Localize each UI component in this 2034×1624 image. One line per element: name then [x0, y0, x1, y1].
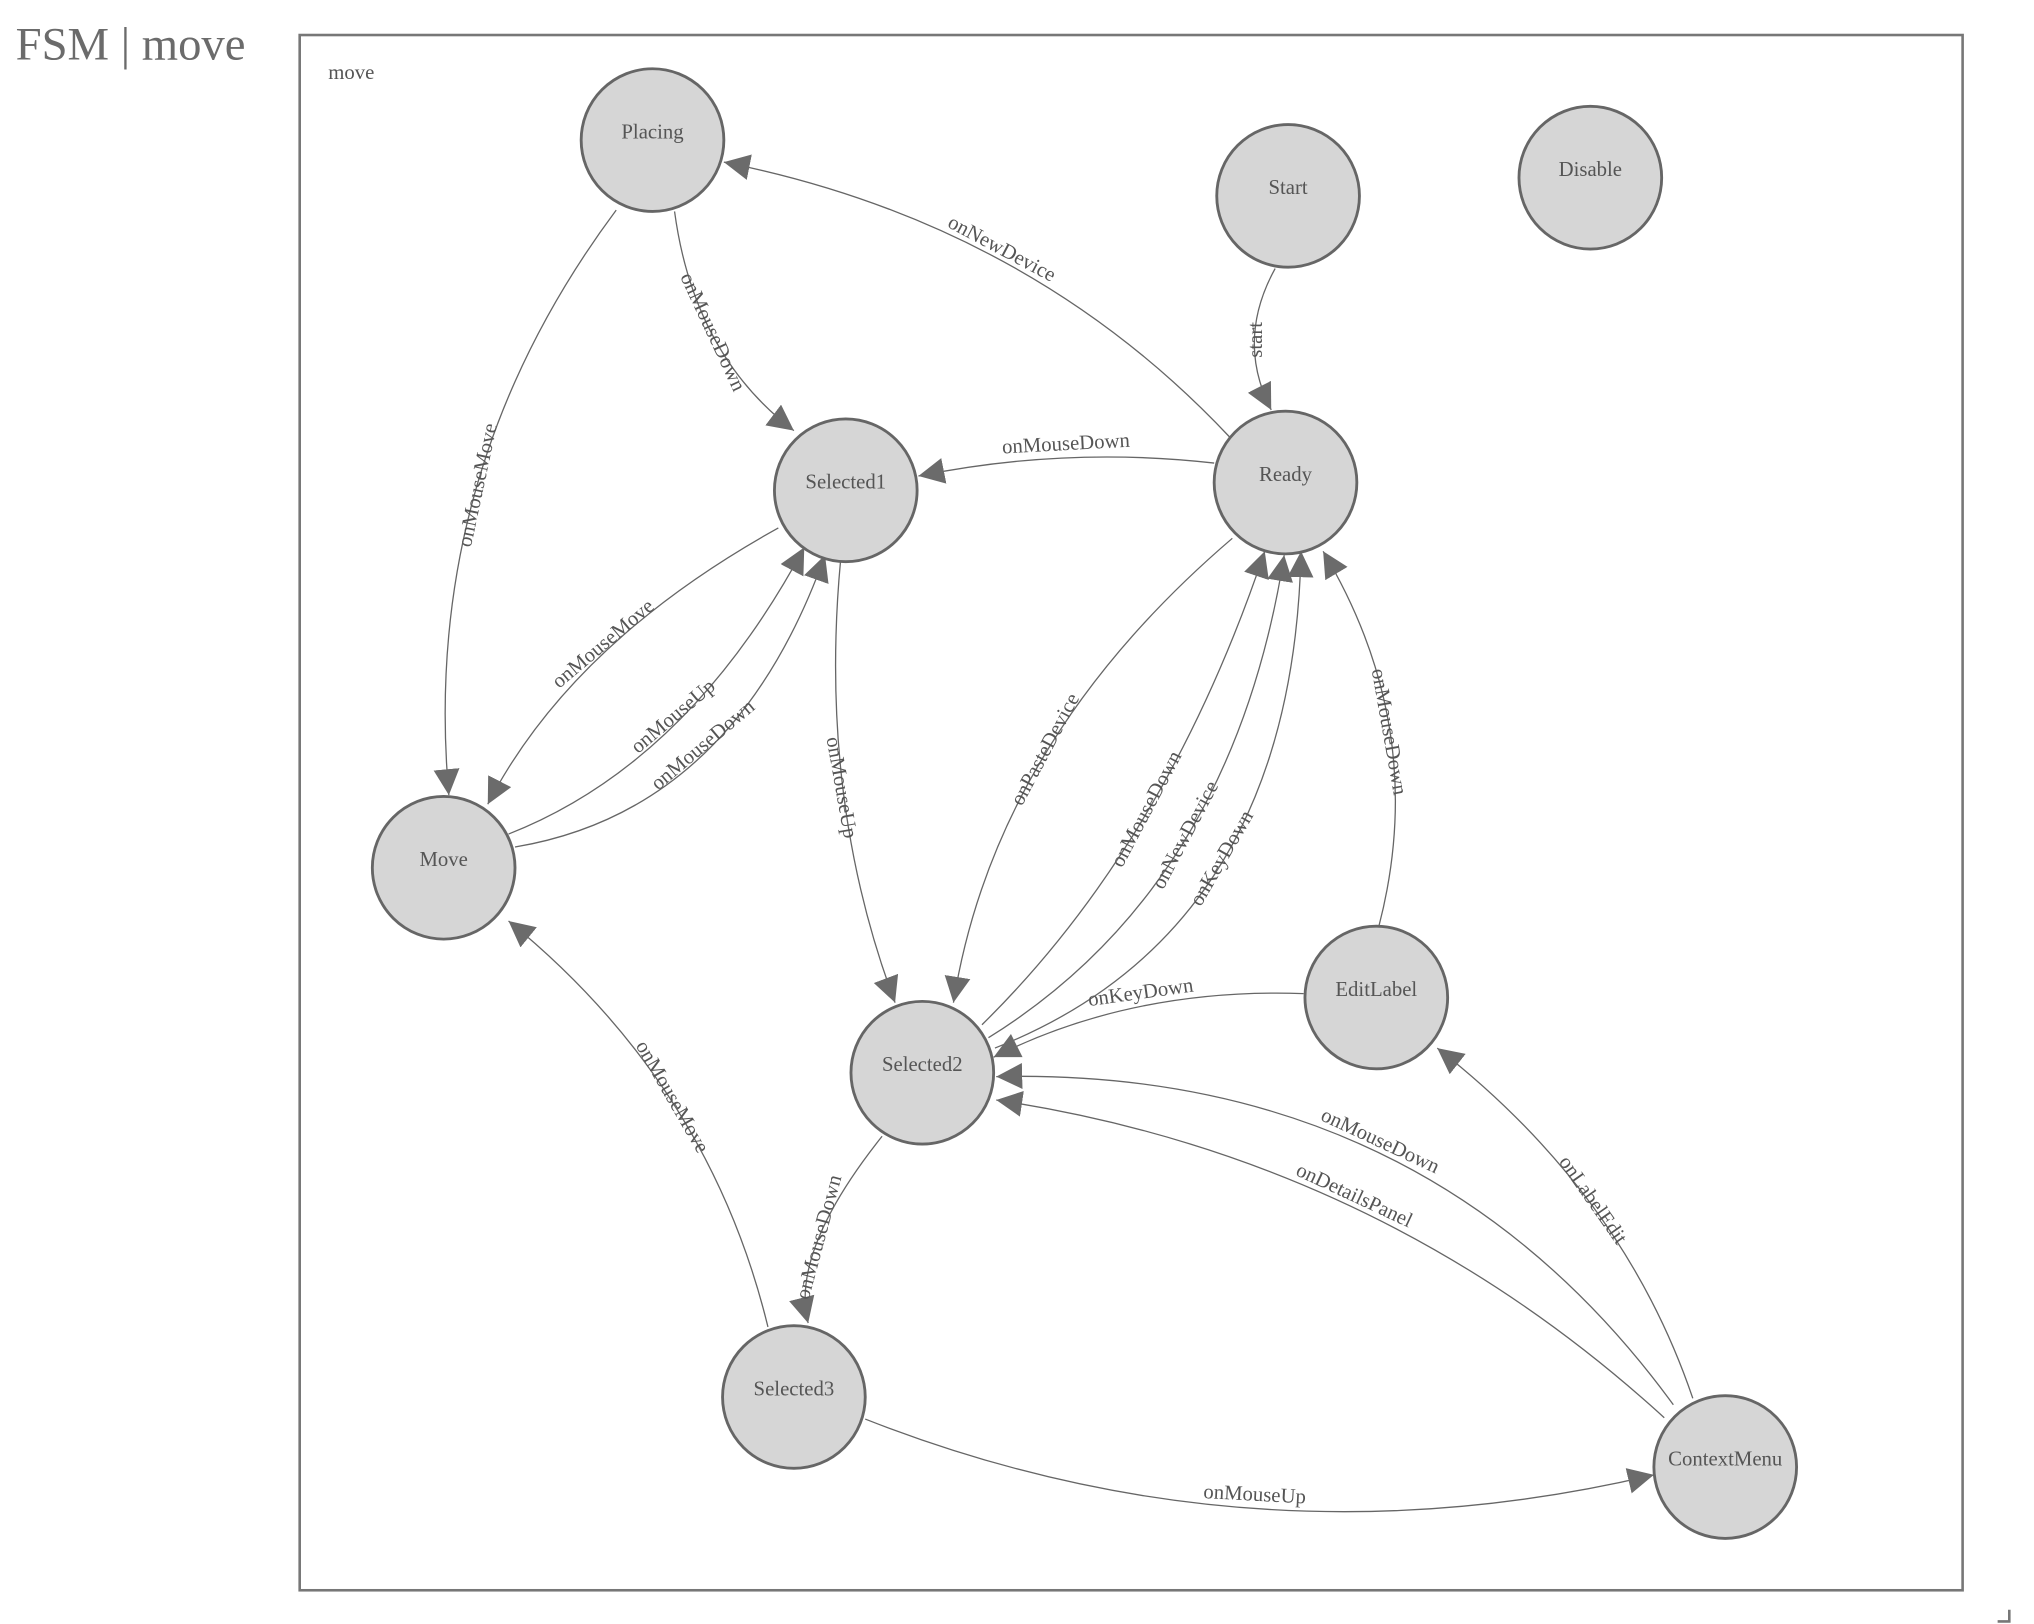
edge-label: onMouseMove: [631, 1037, 713, 1157]
edge-line: [673, 211, 795, 432]
edge-placing-to-selected1: onMouseDown: [673, 211, 795, 432]
edge-ready-to-selected2: onPasteDevice: [944, 537, 1233, 1003]
edge-line: [508, 547, 805, 835]
edge-label: onMouseDown: [675, 269, 749, 395]
state-disable[interactable]: Disable: [1517, 104, 1664, 251]
edge-editlabel-to-ready: onMouseDown: [1322, 550, 1411, 927]
state-contextmenu[interactable]: ContextMenu: [1652, 1394, 1798, 1540]
state-circle[interactable]: [721, 1324, 867, 1470]
edge-contextmenu-to-selected2: onMouseDown: [996, 1063, 1674, 1406]
edge-editlabel-to-selected2: onKeyDown: [993, 974, 1304, 1058]
edge-line: [918, 456, 1215, 484]
edge-line: [1322, 550, 1397, 927]
state-circle[interactable]: [849, 999, 996, 1146]
state-circle[interactable]: [1517, 104, 1664, 251]
edge-contextmenu-to-editlabel: onLabelEdit: [1436, 1047, 1694, 1399]
edge-selected1-to-move: onMouseMove: [487, 527, 779, 805]
edge-label: onMouseMove: [454, 421, 502, 548]
edge-contextmenu-to-selected2: onDetailsPanel: [996, 1090, 1665, 1419]
edge-placing-to-move: onMouseMove: [433, 209, 617, 796]
state-label: Selected1: [805, 472, 886, 494]
edge-ready-to-placing: onNewDevice: [723, 154, 1231, 438]
edge-line: [944, 537, 1233, 1003]
edge-line: [1436, 1047, 1694, 1399]
state-selected3[interactable]: Selected3: [721, 1324, 867, 1470]
edge-selected3-to-contextmenu: onMouseUp: [864, 1418, 1655, 1513]
state-label: Ready: [1259, 464, 1313, 486]
edge-line: [996, 1090, 1665, 1419]
state-circle[interactable]: [579, 67, 726, 213]
edge-move-to-selected1: onMouseUp: [508, 547, 805, 835]
edge-line: [993, 992, 1304, 1058]
nodes-layer: Placing Start Disable Selected1 Ready Move Edi…: [370, 67, 1798, 1540]
state-ready[interactable]: Ready: [1212, 409, 1359, 556]
state-selected2[interactable]: Selected2: [849, 999, 996, 1146]
edge-line: [981, 551, 1269, 1026]
edge-start-to-ready: start: [1245, 268, 1276, 411]
state-label: ContextMenu: [1668, 1448, 1783, 1470]
edge-line: [1247, 268, 1276, 411]
state-circle[interactable]: [1212, 409, 1359, 556]
edge-line: [514, 554, 829, 848]
state-circle[interactable]: [1303, 924, 1450, 1071]
state-label: Move: [419, 849, 467, 871]
diagram-frame: [298, 33, 1964, 1592]
edge-label: onMouseUp: [1203, 1481, 1307, 1508]
page-title: FSM | move: [16, 19, 246, 71]
resize-handle[interactable]: [1997, 1609, 2011, 1623]
edge-label: onPasteDevice: [1007, 690, 1084, 809]
edge-label: onMouseMove: [548, 595, 658, 693]
state-circle[interactable]: [773, 417, 919, 564]
edge-selected1-to-selected2: onMouseUp: [822, 560, 899, 1003]
edge-line: [723, 154, 1231, 438]
edge-line: [834, 560, 899, 1003]
edge-move-to-selected1: onMouseDown: [514, 554, 829, 848]
edges-layer: onNewDeviceonMouseDownonMouseMovestarton…: [433, 154, 1694, 1513]
edge-ready-to-selected1: onMouseDown: [918, 430, 1215, 484]
state-label: Selected3: [754, 1378, 835, 1400]
state-circle[interactable]: [370, 795, 517, 941]
edge-selected3-to-move: onMouseMove: [508, 920, 769, 1328]
edge-label: onMouseDown: [1002, 430, 1132, 459]
state-label: Selected2: [882, 1054, 963, 1076]
state-start[interactable]: Start: [1215, 123, 1361, 269]
state-label: Disable: [1559, 159, 1622, 181]
edge-selected2-to-selected3: onMouseDown: [789, 1135, 883, 1324]
edge-label: start: [1245, 322, 1267, 358]
state-label: EditLabel: [1335, 979, 1417, 1001]
state-label: Start: [1268, 177, 1307, 199]
edge-label: onNewDevice: [944, 211, 1059, 286]
edge-line: [994, 551, 1314, 1049]
edge-label: onMouseDown: [1367, 667, 1411, 797]
edge-label: onLabelEdit: [1554, 1152, 1631, 1249]
edge-line: [508, 920, 769, 1328]
edge-label: onMouseDown: [792, 1172, 847, 1302]
state-editlabel[interactable]: EditLabel: [1303, 924, 1450, 1071]
edge-line: [433, 209, 617, 796]
state-circle[interactable]: [1215, 123, 1361, 269]
frame-label: move: [328, 62, 374, 84]
state-move[interactable]: Move: [370, 795, 517, 941]
edge-label: onKeyDown: [1087, 974, 1196, 1011]
state-circle[interactable]: [1652, 1394, 1798, 1540]
state-label: Placing: [621, 121, 683, 143]
edge-label: onMouseUp: [822, 735, 861, 840]
state-selected1[interactable]: Selected1: [773, 417, 919, 564]
edge-line: [789, 1135, 883, 1324]
edge-label: onDetailsPanel: [1293, 1159, 1416, 1232]
edge-line: [487, 527, 779, 805]
edge-line: [988, 555, 1293, 1039]
edge-line: [864, 1418, 1655, 1513]
edge-line: [996, 1063, 1674, 1406]
state-placing[interactable]: Placing: [579, 67, 726, 213]
edge-label: onMouseDown: [1317, 1104, 1443, 1178]
